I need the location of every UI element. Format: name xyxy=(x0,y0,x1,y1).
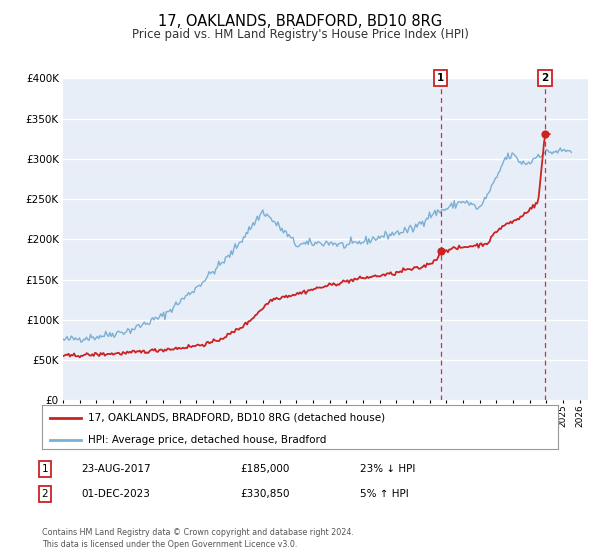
Text: 23% ↓ HPI: 23% ↓ HPI xyxy=(360,464,415,474)
Text: This data is licensed under the Open Government Licence v3.0.: This data is licensed under the Open Gov… xyxy=(42,540,298,549)
Text: 2: 2 xyxy=(541,73,548,83)
Text: 17, OAKLANDS, BRADFORD, BD10 8RG: 17, OAKLANDS, BRADFORD, BD10 8RG xyxy=(158,14,442,29)
Text: 1: 1 xyxy=(437,73,444,83)
Point xyxy=(540,129,550,138)
Point xyxy=(436,247,445,256)
Text: 17, OAKLANDS, BRADFORD, BD10 8RG (detached house): 17, OAKLANDS, BRADFORD, BD10 8RG (detach… xyxy=(88,413,386,423)
Text: 5% ↑ HPI: 5% ↑ HPI xyxy=(360,489,409,499)
Text: 1: 1 xyxy=(41,464,49,474)
Text: Contains HM Land Registry data © Crown copyright and database right 2024.: Contains HM Land Registry data © Crown c… xyxy=(42,528,354,537)
Text: 01-DEC-2023: 01-DEC-2023 xyxy=(81,489,150,499)
Text: £330,850: £330,850 xyxy=(240,489,290,499)
Text: 2: 2 xyxy=(41,489,49,499)
Text: £185,000: £185,000 xyxy=(240,464,289,474)
Text: Price paid vs. HM Land Registry's House Price Index (HPI): Price paid vs. HM Land Registry's House … xyxy=(131,28,469,41)
Text: 23-AUG-2017: 23-AUG-2017 xyxy=(81,464,151,474)
Text: HPI: Average price, detached house, Bradford: HPI: Average price, detached house, Brad… xyxy=(88,435,327,445)
